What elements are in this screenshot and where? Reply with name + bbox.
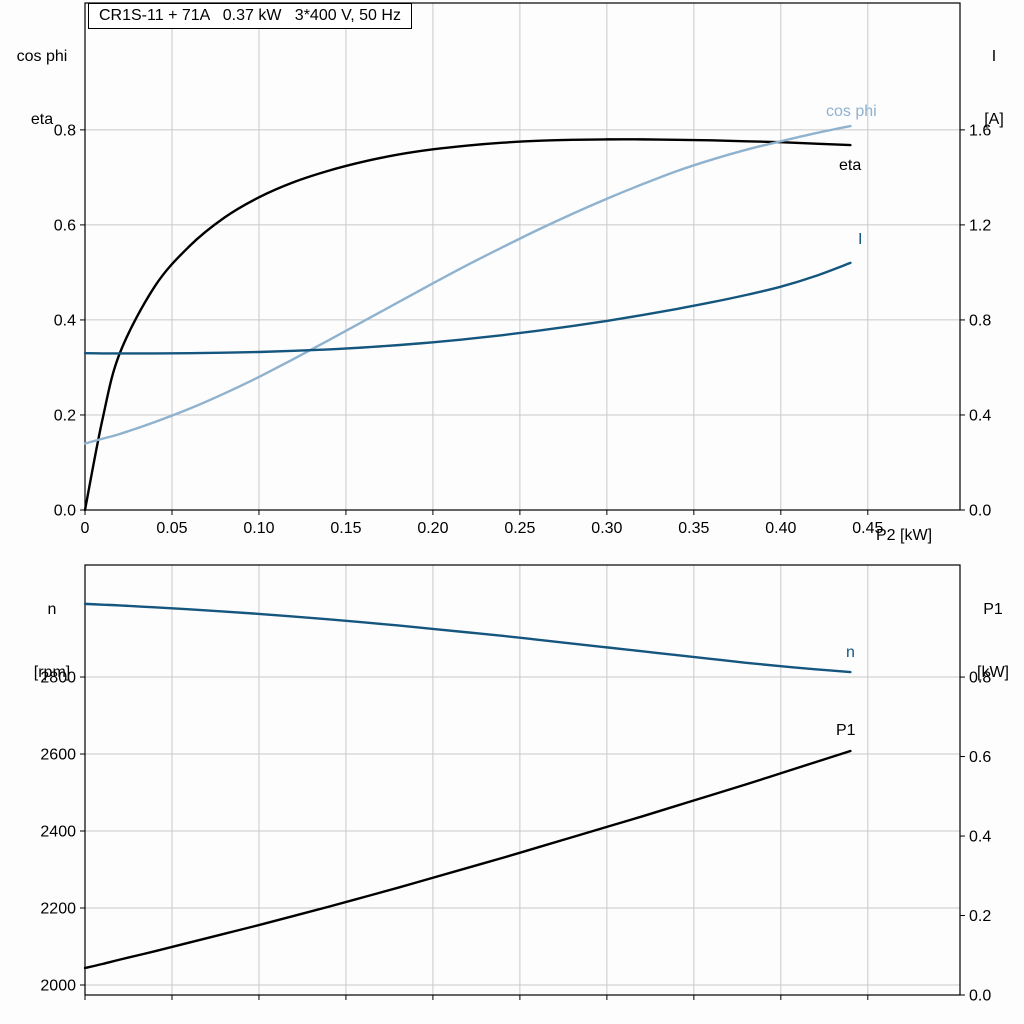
motor-performance-chart: 0 0.05 0.10 0.15 0.20 0.25 0.30 0.35 0.40 0.45 0.0…	[54, 2, 992, 537]
current-curve-label: I	[858, 231, 863, 248]
left-tick-label: 2200	[40, 901, 76, 918]
speed-power-chart-ticks	[80, 676, 965, 1000]
right-tick-label: 0.4	[969, 829, 991, 846]
right-tick-label: 1.2	[969, 217, 991, 234]
x-tick-label: 0.25	[504, 520, 535, 537]
right-tick-label: 0.6	[969, 749, 991, 766]
speed-power-chart: 2000 2200 2400 2600 2800 0.0 0.2 0.4 0.6 0.8	[40, 564, 991, 1005]
x-tick-label: 0.15	[330, 520, 361, 537]
left-tick-label: 0.4	[54, 312, 76, 329]
pump-title-box: CR1S-11 + 71A 0.37 kW 3*400 V, 50 Hz	[88, 3, 412, 29]
top-right-axis-title: I [A]	[966, 4, 1022, 172]
eta-curve	[83, 138, 852, 512]
top-left-axis-title-line2: eta	[30, 111, 54, 128]
right-tick-label: 0.2	[969, 908, 991, 925]
top-left-axis-title-line1: cos phi	[16, 48, 68, 65]
bottom-left-axis-title-line2: [rpm]	[33, 664, 71, 681]
x-tick-label: 0.40	[765, 520, 796, 537]
top-right-axis-title-line1: I	[991, 48, 997, 65]
bottom-right-axis-title: P1 [kW]	[964, 557, 1022, 725]
speed-curve	[83, 602, 852, 674]
x-tick-label: 0.20	[417, 520, 448, 537]
cos-phi-curve	[83, 124, 852, 445]
bottom-right-axis-title-line1: P1	[983, 601, 1003, 618]
right-tick-label: 0.0	[969, 503, 991, 520]
x-tick-label: 0.05	[156, 520, 187, 537]
x-axis-title: P2 [kW]	[876, 527, 933, 544]
right-tick-label: 0.8	[969, 312, 991, 329]
left-tick-label: 2400	[40, 824, 76, 841]
x-tick-label: 0.45	[852, 520, 883, 537]
left-tick-label: 2000	[40, 977, 76, 994]
x-tick-label: 0.30	[591, 520, 622, 537]
motor-performance-chart-frame	[84, 2, 961, 511]
speed-power-chart-frame	[84, 564, 961, 996]
top-left-axis-title: cos phi eta	[0, 4, 84, 172]
p1-curve	[83, 749, 852, 970]
x-tick-label: 0.10	[243, 520, 274, 537]
bottom-left-axis-title-line1: n	[47, 601, 57, 618]
right-tick-label: 0.8	[969, 670, 991, 687]
left-tick-label: 0.0	[54, 503, 76, 520]
bottom-left-axis-title: n [rpm]	[18, 557, 86, 725]
left-tick-label: 2800	[40, 670, 76, 687]
right-tick-label: 0.4	[969, 407, 991, 424]
motor-performance-chart-tick-labels: 0 0.05 0.10 0.15 0.20 0.25 0.30 0.35 0.40 0.45 0.0…	[54, 122, 992, 537]
speed-power-chart-tick-labels: 2000 2200 2400 2600 2800 0.0 0.2 0.4 0.6 0.8	[40, 670, 991, 1005]
left-tick-label: 2600	[40, 747, 76, 764]
left-tick-label: 0.2	[54, 407, 76, 424]
right-tick-label: 0.0	[969, 988, 991, 1005]
p1-curve-label: P1	[836, 722, 856, 739]
top-right-axis-title-line2: [A]	[984, 111, 1004, 128]
x-tick-label: 0	[81, 520, 90, 537]
speed-curve-label: n	[846, 644, 855, 661]
left-tick-label: 0.8	[54, 122, 76, 139]
right-tick-label: 1.6	[969, 122, 991, 139]
eta-curve-label: eta	[839, 157, 862, 174]
cos-phi-curve-label: cos phi	[826, 103, 877, 120]
speed-power-chart-grid	[85, 565, 960, 995]
bottom-right-axis-title-line2: [kW]	[977, 664, 1009, 681]
motor-performance-chart-ticks	[80, 129, 965, 515]
motor-performance-chart-grid	[85, 3, 960, 510]
left-tick-label: 0.6	[54, 217, 76, 234]
x-tick-label: 0.35	[678, 520, 709, 537]
current-curve	[83, 261, 852, 355]
